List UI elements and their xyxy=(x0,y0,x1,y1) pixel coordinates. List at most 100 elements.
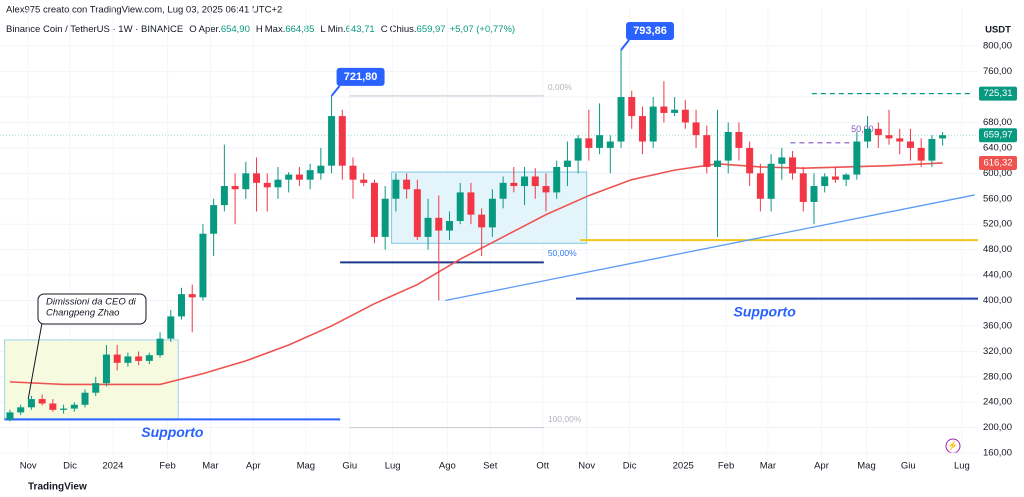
callout-label: 793,86 xyxy=(633,25,667,37)
price-tag xyxy=(979,86,1017,101)
x-tick-label: Giu xyxy=(901,461,916,472)
candle-body xyxy=(210,205,218,234)
candle-body xyxy=(917,147,925,161)
candle-body xyxy=(27,399,35,408)
candle-body xyxy=(338,116,346,166)
x-tick-label: Ott xyxy=(536,461,549,472)
candle-body xyxy=(735,131,743,148)
candle-body xyxy=(831,176,839,180)
candle-body xyxy=(756,173,764,199)
y-tick-label: 520,00 xyxy=(983,219,1012,230)
candle-body xyxy=(156,338,164,356)
fib-label: 100,00% xyxy=(548,414,582,424)
x-tick-label: Feb xyxy=(718,461,734,472)
legend-value: 664,85 xyxy=(285,24,314,35)
x-tick-label: Set xyxy=(483,461,498,472)
candle-body xyxy=(789,157,797,174)
candle-body xyxy=(381,198,389,237)
candle-body xyxy=(821,176,829,187)
note-text: Dimissioni da CEO di xyxy=(46,297,137,308)
candle-body xyxy=(49,403,57,410)
price-tag-label: 659,97 xyxy=(983,130,1012,141)
candle-body xyxy=(124,356,132,363)
candle-body xyxy=(231,186,239,190)
candle-body xyxy=(649,106,657,142)
legend: Binance Coin / TetherUS · 1W · BINANCE O A… xyxy=(6,24,515,35)
x-tick-label: Giu xyxy=(342,461,357,472)
price-tag xyxy=(979,155,1017,170)
level-label: 50,00 xyxy=(851,124,874,134)
x-tick-label: Nov xyxy=(20,461,37,472)
trendline xyxy=(445,194,975,302)
candle-body xyxy=(939,135,947,139)
candle-body xyxy=(628,97,636,117)
candle-body xyxy=(199,233,207,298)
candle-body xyxy=(81,392,89,405)
price-tag-label: 725,31 xyxy=(983,88,1012,99)
x-tick-label: Lug xyxy=(385,461,401,472)
credit: Alex975 creato con TradingView.com, Lug … xyxy=(6,5,282,16)
candle-body xyxy=(531,176,539,187)
candle-body xyxy=(885,135,893,139)
price-tag-label: 616,32 xyxy=(983,157,1012,168)
candle-body xyxy=(864,128,872,142)
legend-key: C xyxy=(381,24,388,35)
callout-pointer xyxy=(620,39,630,51)
y-tick-label: 600,00 xyxy=(983,168,1012,179)
fib-label: 50,00% xyxy=(548,248,577,258)
x-tick-label: Nov xyxy=(578,461,595,472)
candle-body xyxy=(317,165,325,174)
candle-body xyxy=(724,131,732,161)
level-label: Supporto xyxy=(734,303,797,319)
symbol: Binance Coin / TetherUS · 1W · BINANCE xyxy=(6,24,183,35)
legend-label: Max. xyxy=(265,24,286,35)
note-pointer xyxy=(27,322,43,400)
x-tick-label: Mag xyxy=(857,461,875,472)
candle-body xyxy=(681,109,689,123)
x-tick-label: Mar xyxy=(760,461,776,472)
y-tick-label: 440,00 xyxy=(983,270,1012,281)
currency: USDT xyxy=(985,25,1011,36)
y-tick-label: 800,00 xyxy=(983,41,1012,52)
callout-box xyxy=(626,22,675,41)
candle-body xyxy=(638,116,646,142)
candle-body xyxy=(403,179,411,190)
callout-label: 721,80 xyxy=(344,71,378,83)
legend-value: 659,97 xyxy=(417,24,446,35)
y-tick-label: 280,00 xyxy=(983,371,1012,382)
x-tick-label: Apr xyxy=(246,461,261,472)
x-tick-label: Mar xyxy=(202,461,218,472)
moving-average xyxy=(9,162,943,386)
fib-label: 0,00% xyxy=(548,82,573,92)
candle-body xyxy=(328,116,336,166)
candle-body xyxy=(585,138,593,148)
y-tick-label: 320,00 xyxy=(983,346,1012,357)
candle-body xyxy=(767,163,775,199)
x-tick-label: 2024 xyxy=(102,461,123,472)
footer: TradingView xyxy=(28,482,87,493)
candle-body xyxy=(456,192,464,222)
y-tick-label: 240,00 xyxy=(983,397,1012,408)
callout-box xyxy=(336,67,385,86)
candle-body xyxy=(810,186,818,202)
x-tick-label: Mag xyxy=(297,461,315,472)
candle-body xyxy=(177,294,185,317)
candle-body xyxy=(714,160,722,167)
candle-body xyxy=(60,408,68,410)
y-tick-label: 360,00 xyxy=(983,320,1012,331)
candle-body xyxy=(542,186,550,193)
legend-key: O xyxy=(189,24,196,35)
y-tick-label: 560,00 xyxy=(983,193,1012,204)
candle-body xyxy=(167,316,175,339)
note-text: Changpeng Zhao xyxy=(46,308,119,319)
candle-body xyxy=(799,173,807,202)
candle-body xyxy=(499,182,507,199)
candle-body xyxy=(253,173,261,183)
x-tick-label: Feb xyxy=(159,461,175,472)
candle-body xyxy=(510,182,518,187)
callout-pointer xyxy=(330,85,341,97)
candle-body xyxy=(102,354,110,384)
candle-body xyxy=(778,157,786,164)
candle-body xyxy=(617,97,625,142)
